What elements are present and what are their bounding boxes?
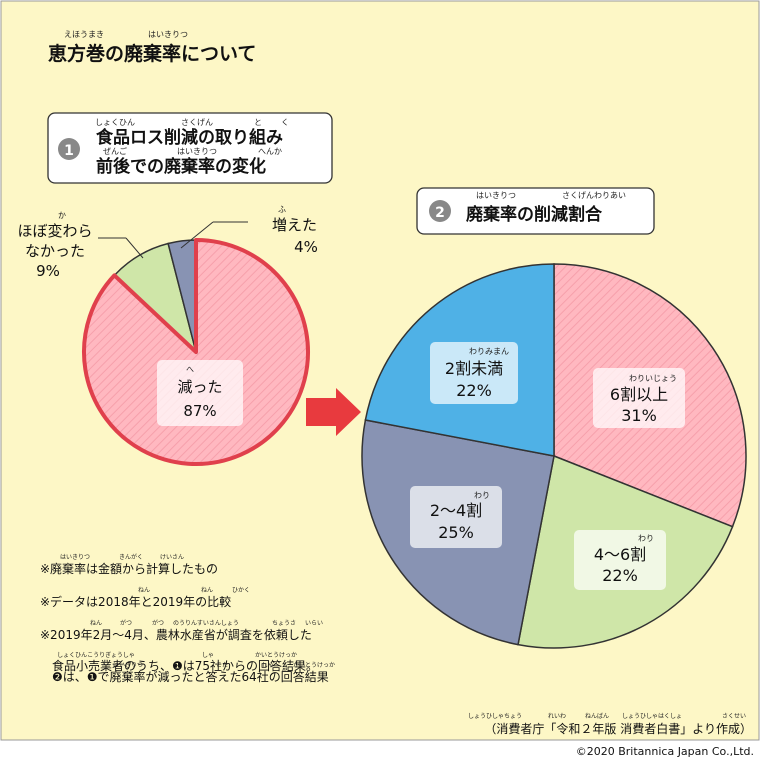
note-3-ruby-3: がつ <box>152 619 164 627</box>
note-2: ※データは2018年と2019年の比較 <box>40 594 231 609</box>
label-unchanged-line-1: ほぼ変わら <box>17 222 92 240</box>
label-under20-value: 22% <box>456 381 492 400</box>
chart2-ruby-2: さくげんわりあい <box>562 191 626 200</box>
note-2-ruby-3: ひかく <box>232 587 250 594</box>
chart1-number: 1 <box>64 143 74 159</box>
label-increased-ruby: ふ <box>278 205 286 214</box>
label-over60: 6割以上 <box>610 385 668 404</box>
note-3-ruby-5: ちょうさ <box>272 620 296 627</box>
chart2-ruby-1: はいきりつ <box>476 191 516 200</box>
pie-chart-2 <box>361 263 747 649</box>
source-ruby-5: さくせい <box>722 713 746 720</box>
note-2-ruby-1: ねん <box>138 587 150 594</box>
label-increased: 増えた <box>272 216 317 234</box>
source-ruby-4: しょうひしゃはくしょ <box>622 713 682 720</box>
label-40to60-value: 22% <box>602 566 638 585</box>
chart2-number-badge: 2 <box>429 200 451 222</box>
label-decreased-box <box>157 360 243 426</box>
chart1-ruby-1: しょくひん <box>95 118 135 127</box>
chart2-title: 廃棄率の削減割合 <box>466 204 603 225</box>
source-ruby-2: れいわ <box>548 713 566 720</box>
label-unchanged-ruby: か <box>58 211 66 220</box>
chart1-ruby-2: さくげん <box>181 118 213 127</box>
label-under20: 2割未満 <box>445 359 503 378</box>
chart2-heading-box <box>416 187 655 235</box>
note-3: ※2019年2月～4月、農林水産省が調査を依頼した <box>40 627 312 642</box>
note-5-ruby-2: へ <box>173 662 179 669</box>
label-under20-box <box>430 342 518 404</box>
note-3-ruby-6: いらい <box>305 620 323 627</box>
chart1-ruby-6: はいきりつ <box>177 147 217 156</box>
note-4-ruby-1: しょくひんこうりぎょうしゃ <box>57 651 135 659</box>
label-decreased-ruby: へ <box>186 365 194 374</box>
note-5-ruby-1: はいきりつ <box>113 662 143 669</box>
note-3-ruby-4: のうりんすいさんしょう <box>173 620 239 627</box>
pie-chart-1 <box>82 238 310 466</box>
note-1-ruby-2: きんがく <box>119 553 143 561</box>
note-5: ❷は、❶で廃棄率が減ったと答えた64社の回答結果 <box>52 669 329 684</box>
note-3-ruby-1: ねん <box>90 620 102 627</box>
leader-line-unchanged-diag <box>125 237 144 259</box>
label-decreased-value: 87% <box>183 402 216 420</box>
chart1-ruby-4: く <box>281 118 289 127</box>
title-ruby-1: えほうまき <box>64 30 104 39</box>
label-40to60-box <box>574 530 666 590</box>
source-ruby-1: しょうひしゃちょう <box>468 713 522 720</box>
chart1-heading-box <box>47 112 333 184</box>
chart1-title-line-2: 前後での廃棄率の変化 <box>96 156 266 177</box>
source-ruby-3: ねんばん <box>585 712 609 720</box>
page-title: 恵方巻の廃棄率について <box>48 42 256 65</box>
label-20to40-ruby: わり <box>474 491 490 500</box>
source-text: （消費者庁「令和２年版 消費者白書」より作成） <box>484 721 752 736</box>
label-increased-value: 4% <box>294 238 318 256</box>
label-20to40-box <box>410 486 502 548</box>
note-3-ruby-2: がつ <box>120 619 132 627</box>
note-1-ruby-1: はいきりつ <box>60 554 90 561</box>
label-over60-ruby: わりいじょう <box>629 374 677 383</box>
transition-arrow <box>306 388 361 436</box>
notes: はいきりつ きんがく けいさん ※廃棄率は金額から計算したもの ねん ねん ひか… <box>40 553 335 684</box>
note-4-ruby-2: しゃ <box>202 652 214 659</box>
note-4-ruby-3: かいとうけっか <box>255 652 297 659</box>
label-decreased: 減った <box>177 378 222 396</box>
label-20to40: 2～4割 <box>430 501 482 520</box>
label-over60-box <box>593 368 685 428</box>
pie1-highlight-outline <box>82 238 310 466</box>
note-5-ruby-5: かいとうけっか <box>293 662 335 669</box>
chart1-ruby-7: へんか <box>258 147 282 156</box>
label-40to60: 4～6割 <box>594 545 646 564</box>
chart1-title-line-1: 食品ロス削減の取り組み <box>96 127 283 148</box>
note-4: 食品小売業者のうち、❶は75社からの回答結果。 <box>52 658 318 673</box>
label-over60-value: 31% <box>621 406 657 425</box>
note-5-ruby-3: こた <box>216 662 228 669</box>
note-1: ※廃棄率は金額から計算したもの <box>40 561 218 576</box>
note-2-ruby-2: ねん <box>201 587 213 594</box>
copyright: ©2020 Britannica Japan Co.,Ltd. <box>576 745 754 758</box>
label-20to40-value: 25% <box>438 523 474 542</box>
title-ruby-2: はいきりつ <box>148 30 188 39</box>
chart1-number-badge: 1 <box>58 138 80 160</box>
label-under20-ruby: わりみまん <box>469 347 509 356</box>
chart2-number: 2 <box>435 205 445 221</box>
chart1-ruby-3: と <box>254 118 262 127</box>
label-unchanged-line-2: なかった <box>25 242 85 260</box>
chart1-ruby-5: ぜんご <box>103 146 127 156</box>
label-unchanged-value: 9% <box>36 262 60 280</box>
note-1-ruby-3: けいさん <box>160 554 184 561</box>
label-40to60-ruby: わり <box>638 534 654 543</box>
note-5-ruby-4: しゃ <box>262 662 274 669</box>
leader-line-increased <box>180 221 214 249</box>
